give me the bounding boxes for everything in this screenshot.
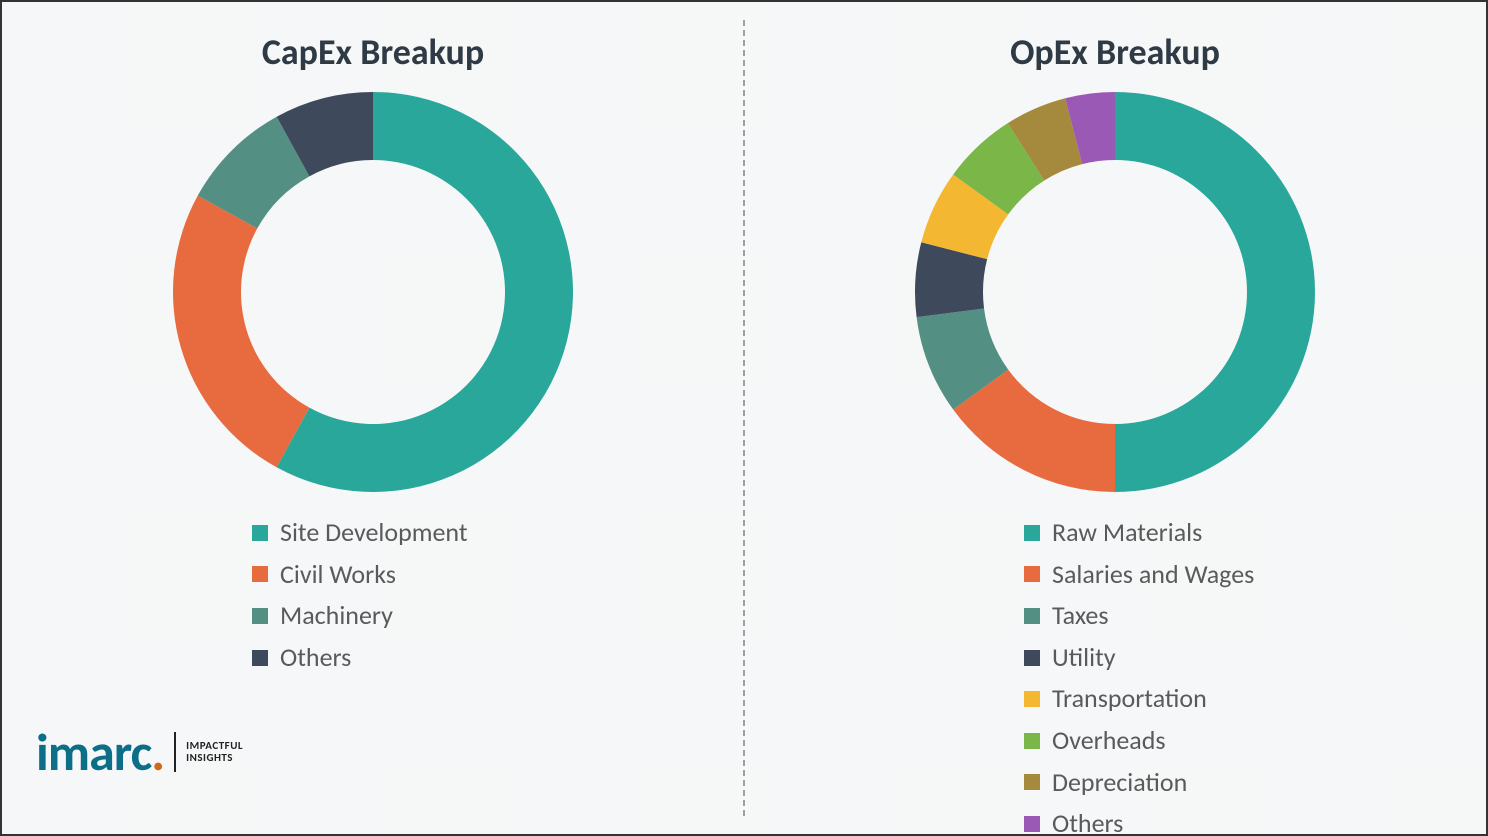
legend-swatch — [252, 608, 268, 624]
capex-title: CapEx Breakup — [262, 30, 484, 74]
legend-label: Transportation — [1052, 678, 1207, 720]
opex-panel: OpEx Breakup Raw MaterialsSalaries and W… — [744, 2, 1486, 834]
legend-swatch — [1024, 525, 1040, 541]
legend-label: Utility — [1052, 637, 1116, 679]
legend-swatch — [252, 525, 268, 541]
legend-item: Utility — [1024, 637, 1254, 679]
legend-swatch — [1024, 733, 1040, 749]
legend-item: Others — [1024, 803, 1254, 836]
brand-name: imarc. — [36, 726, 164, 778]
brand-dot-icon: . — [151, 720, 164, 784]
legend-swatch — [1024, 650, 1040, 666]
legend-item: Machinery — [252, 595, 468, 637]
legend-label: Civil Works — [280, 554, 396, 596]
legend-item: Civil Works — [252, 554, 468, 596]
legend-item: Site Development — [252, 512, 468, 554]
brand-tagline-2: INSIGHTS — [186, 751, 233, 764]
panel-divider — [743, 20, 745, 816]
legend-item: Others — [252, 637, 468, 679]
legend-label: Taxes — [1052, 595, 1109, 637]
legend-label: Overheads — [1052, 720, 1166, 762]
legend-swatch — [1024, 816, 1040, 832]
legend-swatch — [1024, 608, 1040, 624]
opex-donut — [905, 82, 1325, 502]
capex-legend: Site DevelopmentCivil WorksMachineryOthe… — [252, 512, 468, 678]
brand-separator — [174, 732, 176, 772]
brand-tagline-1: IMPACTFUL — [186, 739, 243, 752]
legend-item: Depreciation — [1024, 762, 1254, 804]
infographic-frame: CapEx Breakup Site DevelopmentCivil Work… — [0, 0, 1488, 836]
legend-label: Others — [280, 637, 351, 679]
legend-swatch — [1024, 691, 1040, 707]
legend-swatch — [1024, 566, 1040, 582]
opex-legend: Raw MaterialsSalaries and WagesTaxesUtil… — [1024, 512, 1254, 836]
brand-tagline: IMPACTFUL INSIGHTS — [186, 740, 243, 764]
legend-item: Taxes — [1024, 595, 1254, 637]
legend-item: Raw Materials — [1024, 512, 1254, 554]
legend-label: Raw Materials — [1052, 512, 1202, 554]
legend-label: Others — [1052, 803, 1123, 836]
legend-label: Machinery — [280, 595, 393, 637]
legend-label: Site Development — [280, 512, 468, 554]
legend-swatch — [252, 650, 268, 666]
donut-slice — [173, 196, 309, 468]
legend-item: Transportation — [1024, 678, 1254, 720]
legend-item: Salaries and Wages — [1024, 554, 1254, 596]
legend-label: Depreciation — [1052, 762, 1187, 804]
legend-swatch — [252, 566, 268, 582]
brand-name-text: imarc — [36, 720, 151, 784]
opex-title: OpEx Breakup — [1010, 30, 1220, 74]
capex-panel: CapEx Breakup Site DevelopmentCivil Work… — [2, 2, 744, 834]
legend-swatch — [1024, 774, 1040, 790]
legend-label: Salaries and Wages — [1052, 554, 1254, 596]
brand-logo: imarc. IMPACTFUL INSIGHTS — [36, 726, 243, 778]
legend-item: Overheads — [1024, 720, 1254, 762]
capex-donut — [163, 82, 583, 502]
donut-slice — [1115, 92, 1315, 492]
